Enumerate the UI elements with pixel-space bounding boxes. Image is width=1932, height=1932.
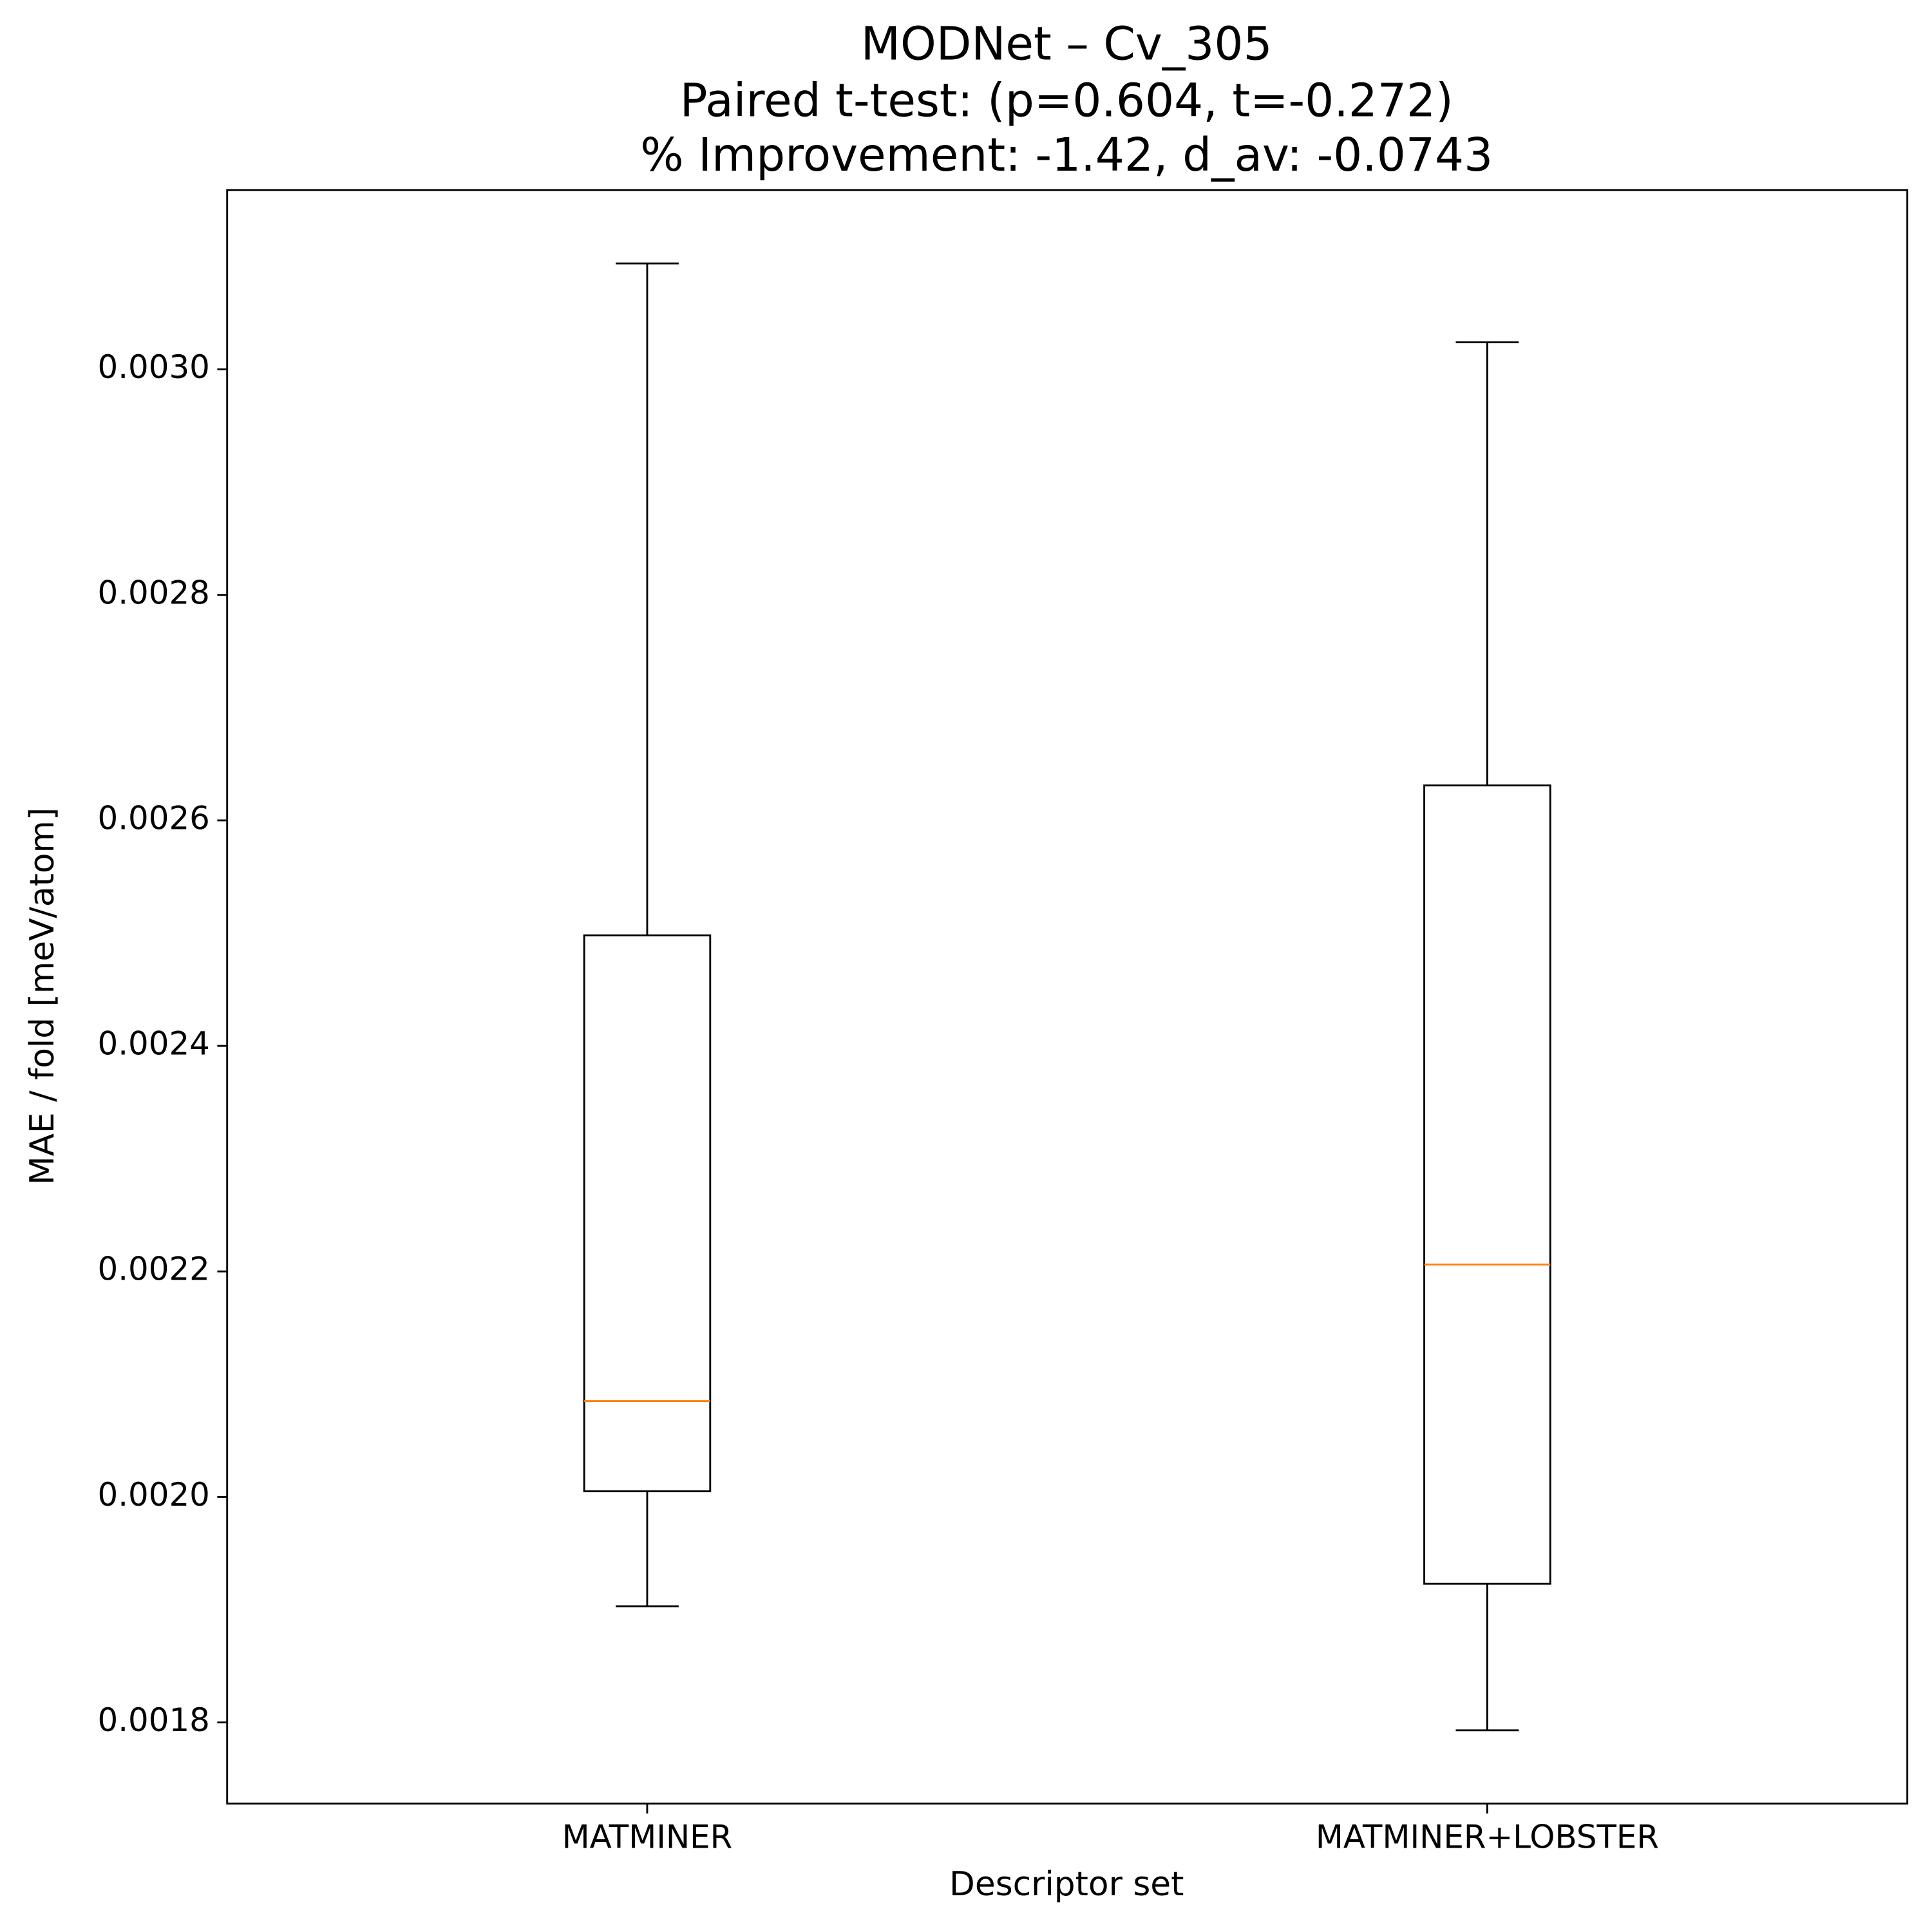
x-tick-label: MATMINER+LOBSTER (1316, 1819, 1659, 1856)
chart-subtitle: Paired t-test: (p=0.604, t=-0.272) (680, 74, 1454, 128)
y-tick-label: 0.0026 (98, 799, 210, 837)
chart-title: MODNet – Cv_305 (861, 17, 1273, 70)
chart-subtitle: % Improvement: -1.42, d_av: -0.0743 (640, 128, 1493, 182)
y-tick-label: 0.0020 (98, 1476, 210, 1513)
y-axis-label: MAE / fold [meV/atom] (23, 808, 62, 1185)
box (583, 934, 712, 1493)
y-tick-label: 0.0018 (98, 1701, 210, 1739)
y-tick-label: 0.0028 (98, 574, 210, 611)
box (1423, 784, 1551, 1585)
plot-frame (226, 189, 1909, 1805)
y-tick-label: 0.0030 (98, 348, 210, 386)
x-tick-label: MATMINER (562, 1819, 733, 1856)
y-tick-label: 0.0024 (98, 1025, 210, 1063)
x-axis-label: Descriptor set (949, 1865, 1184, 1904)
y-tick-label: 0.0022 (98, 1251, 210, 1288)
